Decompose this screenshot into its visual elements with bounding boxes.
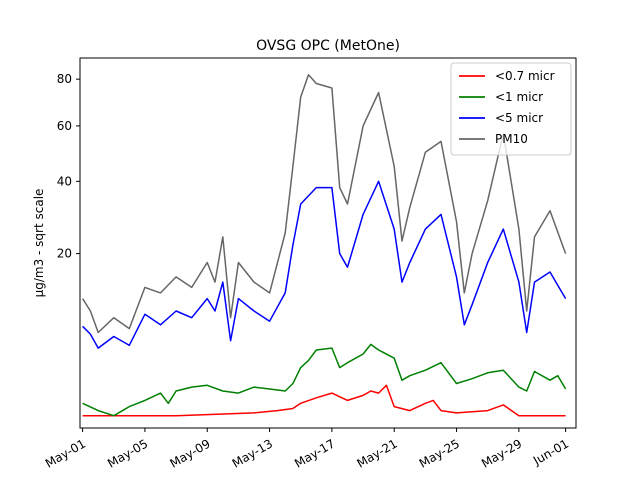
legend-box (450, 62, 572, 156)
legend-label: <0.7 micr (495, 69, 555, 83)
legend-label: PM10 (495, 132, 528, 146)
series-line-0 (82, 384, 566, 417)
series-lines (81, 74, 567, 417)
y-tick-label: 80 (57, 72, 72, 86)
chart-title: OVSG OPC (MetOne) (256, 38, 400, 54)
series-line-1 (82, 343, 567, 417)
series-line-3 (81, 74, 567, 334)
plot-frame (79, 57, 577, 429)
y-tick-label: 40 (57, 174, 72, 188)
legend: <0.7 micr <1 micr <5 micr PM10 (450, 62, 572, 156)
legend-label: <1 micr (495, 90, 543, 104)
y-tick-label: 20 (57, 247, 72, 261)
legend-label: <5 micr (495, 111, 543, 125)
y-tick-label: 60 (57, 119, 72, 133)
y-axis-label: µg/m3 - sqrt scale (32, 189, 46, 298)
series-line-2 (82, 180, 567, 349)
